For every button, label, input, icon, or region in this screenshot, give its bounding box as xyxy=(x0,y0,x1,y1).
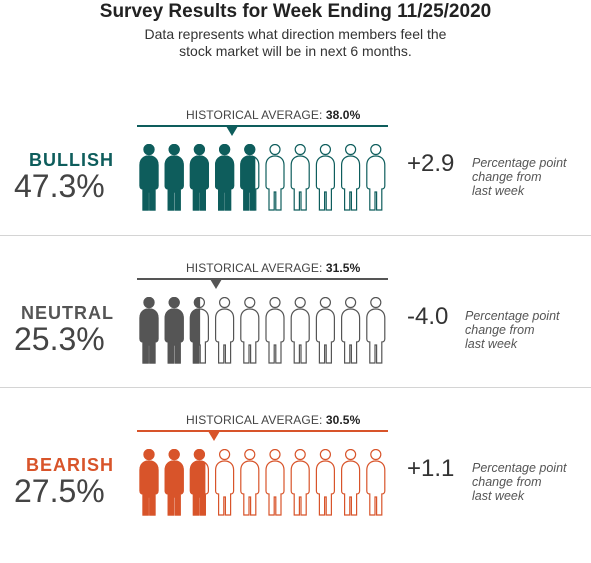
subtitle-line-1: Data represents what direction members f… xyxy=(144,26,447,42)
neutral-pictograph xyxy=(139,297,386,364)
chart-title: Survey Results for Week Ending 11/25/202… xyxy=(99,1,492,22)
bullish-historical-label: HISTORICAL AVERAGE: 38.0% xyxy=(186,108,360,122)
neutral-person-9 xyxy=(341,297,361,364)
neutral-historical-line xyxy=(137,278,388,280)
bullish-pictograph xyxy=(139,144,386,211)
bullish-label: BULLISH xyxy=(29,150,114,170)
bullish-person-7 xyxy=(290,144,310,211)
bullish-person-6 xyxy=(265,144,285,211)
neutral-historical-caption: HISTORICAL AVERAGE: xyxy=(186,261,323,275)
neutral-person-6 xyxy=(265,297,285,364)
bearish-person-5 xyxy=(240,449,260,516)
bullish-note-line-3: last week xyxy=(472,184,525,198)
bearish-change: +1.1 xyxy=(407,455,455,482)
bearish-section: HISTORICAL AVERAGE: 30.5% BEARISH 27.5% … xyxy=(0,413,591,563)
neutral-note-line-3: last week xyxy=(465,337,518,351)
neutral-historical-value: 31.5% xyxy=(325,261,361,275)
bullish-historical-value: 38.0% xyxy=(325,108,361,122)
bullish-change-note: Percentage point change from last week xyxy=(472,156,591,198)
subtitle-line-2: stock market will be in next 6 months. xyxy=(179,43,412,59)
bearish-person-6 xyxy=(265,449,285,516)
bearish-percent: 27.5% xyxy=(14,473,105,509)
bullish-note-line-2: change from xyxy=(472,170,542,184)
bearish-person-3 xyxy=(189,449,210,516)
neutral-section: HISTORICAL AVERAGE: 31.5% NEUTRAL 25.3% … xyxy=(0,261,591,411)
bullish-person-4 xyxy=(214,144,235,211)
bearish-change-note: Percentage point change from last week xyxy=(472,461,591,503)
bearish-historical-marker xyxy=(207,431,220,441)
bearish-note-line-1: Percentage point xyxy=(472,461,567,475)
neutral-person-3 xyxy=(189,297,210,364)
bullish-change: +2.9 xyxy=(407,150,455,177)
neutral-person-2 xyxy=(164,297,184,364)
neutral-percent: 25.3% xyxy=(14,321,105,357)
bullish-person-1 xyxy=(139,144,159,211)
bearish-historical-label: HISTORICAL AVERAGE: 30.5% xyxy=(186,413,360,427)
bullish-historical-marker xyxy=(226,126,239,136)
neutral-change: -4.0 xyxy=(407,303,449,330)
chart-subtitle: Data represents what direction members f… xyxy=(80,26,511,60)
bearish-person-7 xyxy=(290,449,310,516)
neutral-person-5 xyxy=(240,297,260,364)
bearish-person-4 xyxy=(214,449,235,516)
bearish-person-10 xyxy=(366,449,386,516)
bearish-historical-line xyxy=(137,430,388,432)
bullish-person-3 xyxy=(189,144,210,211)
bearish-note-line-3: last week xyxy=(472,489,525,503)
bullish-historical-caption: HISTORICAL AVERAGE: xyxy=(186,108,323,122)
bearish-historical-value: 30.5% xyxy=(325,413,361,427)
bullish-person-5 xyxy=(240,144,260,211)
neutral-historical-label: HISTORICAL AVERAGE: 31.5% xyxy=(186,261,360,275)
neutral-person-7 xyxy=(290,297,310,364)
bullish-person-9 xyxy=(341,144,361,211)
divider-1 xyxy=(0,235,591,236)
bearish-person-8 xyxy=(315,449,335,516)
bullish-person-8 xyxy=(315,144,335,211)
neutral-label: NEUTRAL xyxy=(21,303,114,323)
neutral-historical-marker xyxy=(210,279,223,289)
bearish-person-9 xyxy=(341,449,361,516)
neutral-person-1 xyxy=(139,297,159,364)
neutral-change-note: Percentage point change from last week xyxy=(465,309,585,351)
bullish-person-10 xyxy=(366,144,386,211)
bullish-person-2 xyxy=(164,144,184,211)
bullish-historical-line xyxy=(137,125,388,127)
neutral-person-8 xyxy=(315,297,335,364)
bullish-percent: 47.3% xyxy=(14,168,105,204)
bullish-note-line-1: Percentage point xyxy=(472,156,567,170)
neutral-person-10 xyxy=(366,297,386,364)
bearish-note-line-2: change from xyxy=(472,475,542,489)
bearish-pictograph xyxy=(139,449,386,516)
bearish-person-2 xyxy=(164,449,184,516)
bearish-historical-caption: HISTORICAL AVERAGE: xyxy=(186,413,323,427)
neutral-person-4 xyxy=(214,297,235,364)
bullish-section: HISTORICAL AVERAGE: 38.0% BULLISH 47.3% … xyxy=(0,108,591,258)
bearish-person-1 xyxy=(139,449,159,516)
neutral-note-line-2: change from xyxy=(465,323,535,337)
neutral-note-line-1: Percentage point xyxy=(465,309,560,323)
divider-2 xyxy=(0,387,591,388)
bearish-label: BEARISH xyxy=(26,455,115,475)
